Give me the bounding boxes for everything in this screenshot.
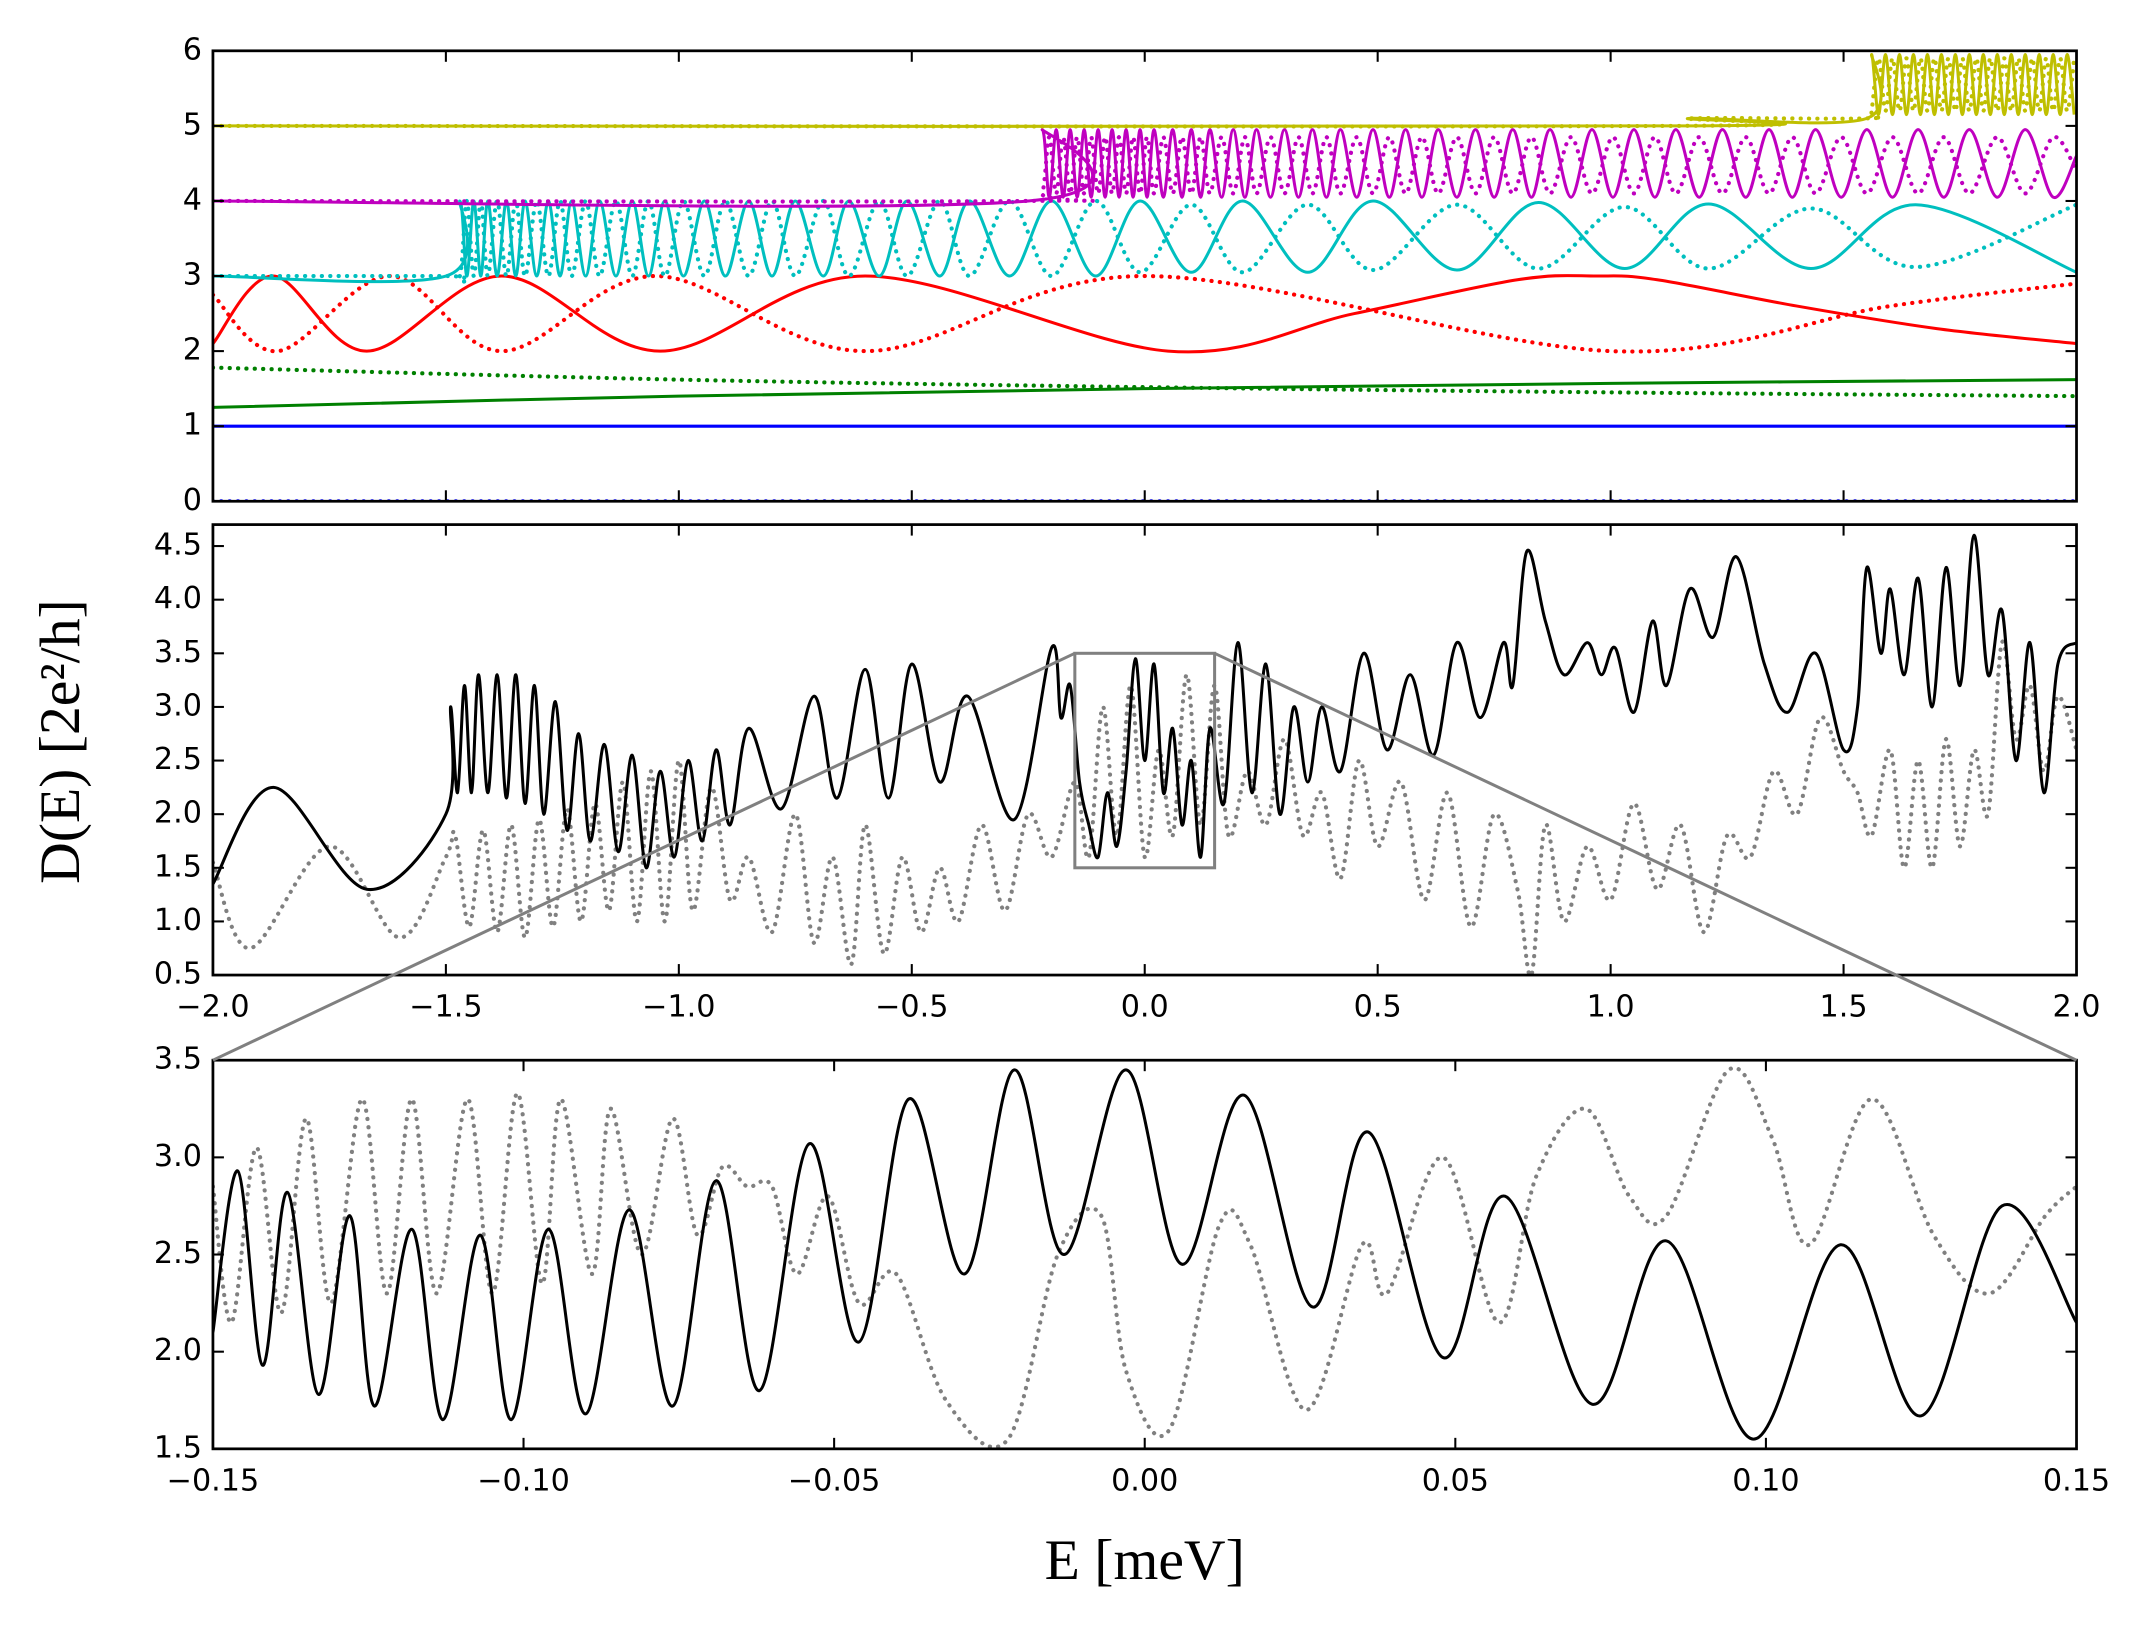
x-tick-label: 0.15 [2043,1463,2110,1498]
y-tick-label: 1.0 [154,903,202,938]
x-tick-label: −0.15 [167,1463,260,1498]
series-line [212,1068,2077,1441]
y-tick-label: 2.0 [154,796,202,831]
y-tick-label: 5 [183,107,202,142]
zoom-connector [212,651,1076,1062]
y-tick-label: 4.0 [154,581,202,616]
y-tick-label: 3.5 [154,635,202,670]
x-tick-label: 0.05 [1422,1463,1489,1498]
y-tick-label: 2 [183,333,202,368]
y-tick-label: 3.0 [154,1139,202,1174]
y-tick-label: 2.0 [154,1333,202,1368]
axes-frame [211,49,2078,503]
y-tick-label: 3 [183,258,202,293]
y-tick-label: 6 [183,32,202,67]
x-tick-label: 0.5 [1354,990,1402,1025]
series-line [212,365,2077,399]
series-line [212,378,2077,409]
x-tick-label: −0.05 [788,1463,881,1498]
series-line [212,128,2077,208]
x-tick-label: −0.5 [875,990,948,1025]
series-line [212,274,2077,354]
x-tick-label: −2.0 [176,990,249,1025]
series-line [212,53,2076,128]
y-tick-label: 1 [183,408,202,443]
x-tick-label: 0.00 [1111,1463,1178,1498]
x-tick-label: 0.0 [1121,990,1169,1025]
series-line [212,135,2077,204]
series-line [212,1065,2077,1449]
y-tick-label: 1.5 [154,849,202,884]
x-tick-label: 2.0 [2052,990,2100,1025]
x-tick-label: 1.5 [1820,990,1868,1025]
y-tick-label: 2.5 [154,1236,202,1271]
zoom-connector [1213,651,2078,1062]
x-axis-label: E [meV] [1045,1529,1245,1592]
y-tick-label: 1.5 [154,1430,202,1465]
x-tick-label: −1.5 [409,990,482,1025]
y-tick-label: 0 [183,483,202,518]
axes-frame [211,523,2078,977]
y-tick-label: 4 [183,182,202,217]
x-tick-label: 0.10 [1732,1463,1799,1498]
y-axis-label: D(E) [2e²/h] [29,599,92,884]
x-tick-label: 1.0 [1587,990,1635,1025]
y-tick-label: 3.0 [154,688,202,723]
y-tick-label: 2.5 [154,742,202,777]
y-tick-label: 0.5 [154,957,202,992]
series-line [212,56,2077,129]
series-line [212,198,2077,284]
series-line [212,199,2077,284]
series-line [212,639,2077,976]
x-tick-label: −0.10 [477,1463,570,1498]
series-line [212,533,2077,891]
zoom-box [1073,651,1217,870]
axes-frame [211,1058,2078,1451]
y-tick-label: 4.5 [154,528,202,563]
y-tick-label: 3.5 [154,1042,202,1077]
series-line [212,273,2077,354]
x-tick-label: −1.0 [642,990,715,1025]
